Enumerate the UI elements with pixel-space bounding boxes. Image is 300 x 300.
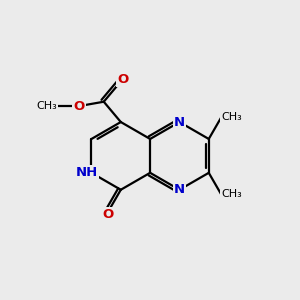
Text: O: O [117,73,128,86]
Text: NH: NH [76,166,98,179]
Text: CH₃: CH₃ [221,190,242,200]
Text: CH₃: CH₃ [36,101,57,111]
Text: O: O [74,100,85,112]
Text: O: O [103,208,114,221]
Text: N: N [174,183,185,196]
Text: N: N [174,116,185,128]
Text: CH₃: CH₃ [221,112,242,122]
